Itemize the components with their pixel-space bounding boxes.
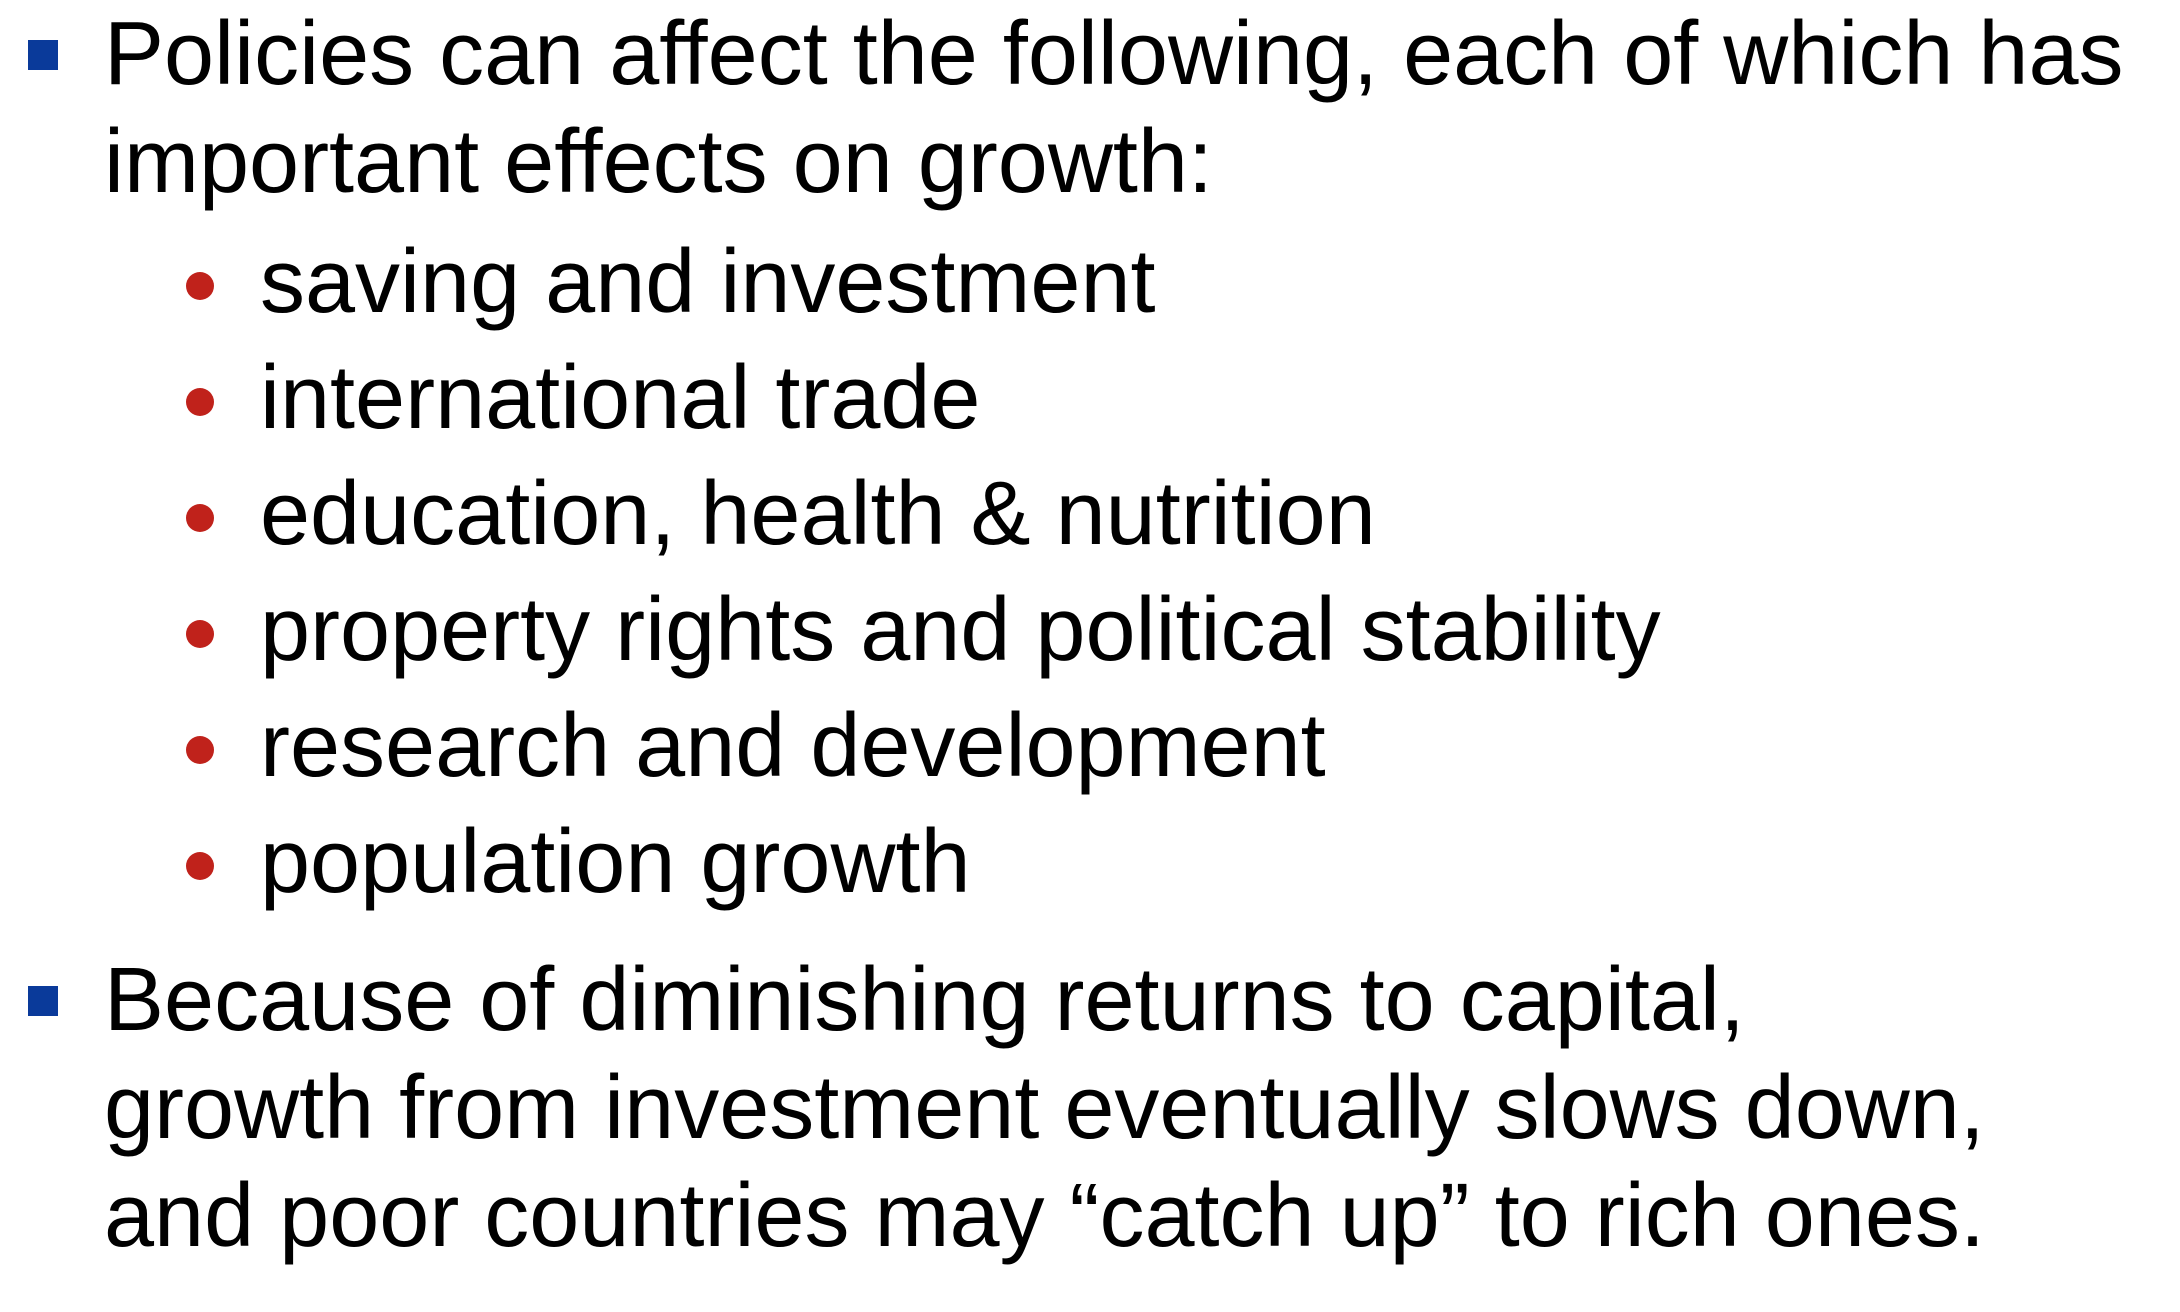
bullet-text: Because of diminishing returns to capita… [104, 946, 1985, 1270]
text-line: and poor countries may “catch up” to ric… [104, 1166, 1985, 1266]
list-item-text: saving and investment [260, 232, 1156, 332]
bullet-policies: Policies can affect the following, each … [28, 0, 2148, 216]
round-bullet-icon [186, 504, 214, 532]
round-bullet-icon [186, 388, 214, 416]
bullet-diminishing-returns: Because of diminishing returns to capita… [28, 946, 2148, 1270]
list-item: saving and investment [186, 228, 2086, 344]
text-line: Policies can affect the following, each … [104, 4, 2124, 104]
list-item-text: education, health & nutrition [260, 464, 1376, 564]
text-line: important effects on growth: [104, 112, 1213, 212]
sub-bullet-list: saving and investment international trad… [186, 228, 2086, 924]
text-line: growth from investment eventually slows … [104, 1058, 1985, 1158]
round-bullet-icon [186, 852, 214, 880]
round-bullet-icon [186, 736, 214, 764]
square-bullet-icon [28, 40, 58, 70]
text-line: Because of diminishing returns to capita… [104, 950, 1745, 1050]
list-item-text: international trade [260, 348, 981, 448]
list-item: property rights and political stability [186, 576, 2086, 692]
list-item-text: research and development [260, 696, 1326, 796]
list-item: education, health & nutrition [186, 460, 2086, 576]
list-item-text: property rights and political stability [260, 580, 1661, 680]
list-item: international trade [186, 344, 2086, 460]
list-item: population growth [186, 808, 2086, 924]
list-item: research and development [186, 692, 2086, 808]
list-item-text: population growth [260, 812, 971, 912]
square-bullet-icon [28, 986, 58, 1016]
round-bullet-icon [186, 620, 214, 648]
bullet-text: Policies can affect the following, each … [104, 0, 2124, 216]
round-bullet-icon [186, 272, 214, 300]
